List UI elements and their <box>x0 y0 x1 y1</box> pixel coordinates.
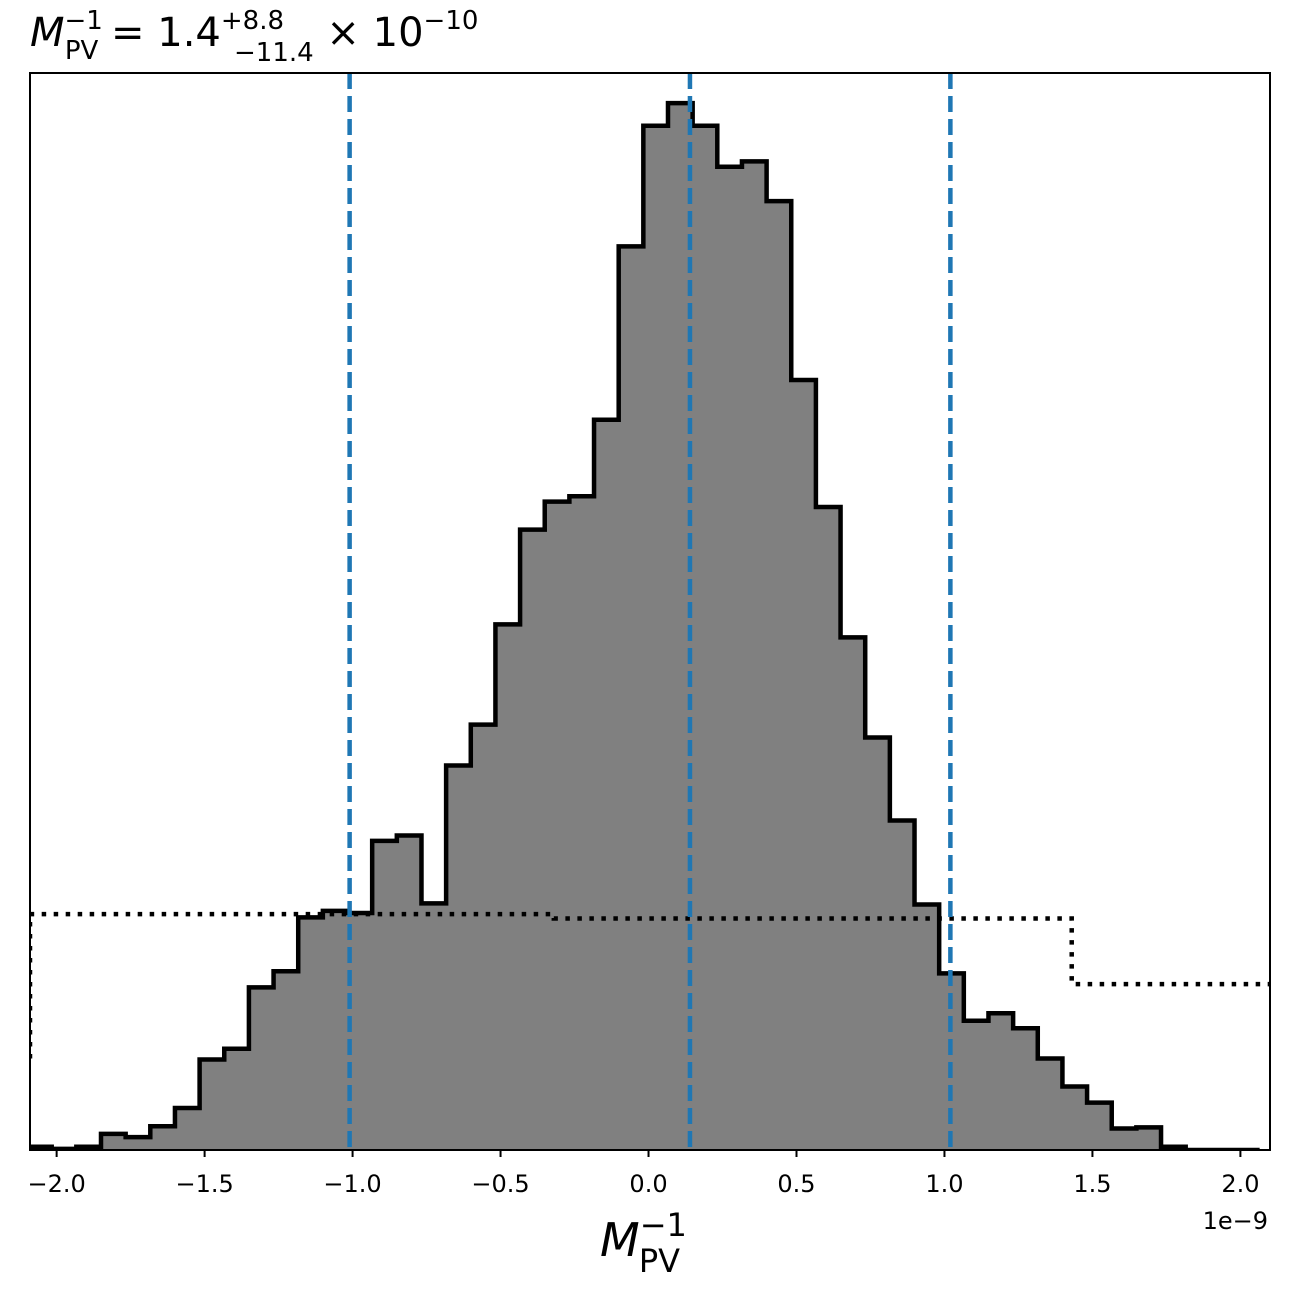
histogram-bar <box>1062 1086 1088 1150</box>
histogram-bar <box>569 496 595 1150</box>
histogram-bar <box>988 1013 1014 1150</box>
axis-offset-label: 1e−9 <box>1203 1207 1268 1235</box>
histogram-bar <box>544 501 570 1150</box>
histogram-bar <box>618 246 644 1150</box>
x-tick-label: −1.5 <box>175 1170 233 1198</box>
x-tick-label: 0.0 <box>629 1170 667 1198</box>
histogram-bar <box>273 971 299 1150</box>
histogram-bar <box>100 1133 127 1150</box>
histogram-bar <box>1136 1127 1162 1150</box>
x-axis-label: M−1 PV <box>600 1206 687 1280</box>
title-times: × 10 <box>314 10 424 56</box>
chart-title: M−1 PV = 1.4+8.8 −11.4 × 10−10 <box>30 6 478 68</box>
histogram-bar <box>520 529 546 1150</box>
x-tick-label: −0.5 <box>471 1170 529 1198</box>
title-subscript: PV <box>65 36 99 66</box>
histogram-bar <box>1013 1028 1039 1150</box>
histogram-bar <box>840 637 866 1150</box>
histogram-bar <box>1111 1128 1137 1150</box>
histogram-bar <box>174 1107 201 1150</box>
title-error-plus: +8.8 <box>221 6 284 36</box>
x-label-subscript: PV <box>639 1242 680 1280</box>
histogram-bar <box>865 737 891 1150</box>
x-axis: −2.0 −1.5 −1.0 −0.5 0.0 0.5 1.0 1.5 2.0 <box>27 1150 1259 1198</box>
x-tick-label: 1.5 <box>1073 1170 1111 1198</box>
histogram-bar <box>692 125 718 1150</box>
histogram-bar <box>125 1137 151 1150</box>
title-error-minus: −11.4 <box>234 38 314 68</box>
histogram-bar <box>495 624 521 1150</box>
x-tick-label: 2.0 <box>1221 1170 1259 1198</box>
histogram-bar <box>1037 1058 1064 1150</box>
plot-area <box>30 73 1270 1150</box>
x-tick-label: −2.0 <box>27 1170 85 1198</box>
histogram-bar <box>594 419 620 1150</box>
title-superscript: −1 <box>65 6 103 36</box>
histogram-bar <box>224 1048 250 1150</box>
histogram-bar <box>421 903 447 1150</box>
x-tick-label: −1.0 <box>323 1170 381 1198</box>
x-label-superscript: −1 <box>640 1206 687 1244</box>
title-equals: = 1.4 <box>98 10 221 56</box>
histogram-bar <box>446 765 472 1150</box>
axes-frame <box>29 72 1271 1151</box>
histogram-bar <box>963 1020 990 1150</box>
title-exponent: −10 <box>424 6 479 36</box>
svg-text:M−1PV = 1.4+8.8−11.4 × 10−10: M−1 PV = 1.4+8.8 −11.4 × 10−10 <box>30 6 478 68</box>
histogram-bar <box>741 161 768 1150</box>
histogram-bar <box>889 820 916 1150</box>
histogram-bar <box>199 1059 225 1150</box>
histogram-bar <box>643 125 669 1150</box>
histogram-bar <box>322 910 349 1150</box>
histogram-bar <box>372 840 398 1150</box>
prior-dotted-line <box>30 911 1270 1059</box>
histogram-bar <box>815 507 842 1150</box>
histogram-bar <box>396 835 423 1150</box>
histogram-bar <box>470 724 497 1150</box>
title-symbol: M <box>30 10 65 56</box>
histogram-bar <box>150 1126 176 1150</box>
x-tick-label: 1.0 <box>925 1170 963 1198</box>
histogram-bar <box>791 379 817 1150</box>
histogram-bar <box>766 201 792 1150</box>
histogram-bar <box>914 904 940 1150</box>
histogram-bar <box>1087 1102 1113 1150</box>
x-label-symbol: M <box>600 1213 640 1267</box>
histogram-outline <box>30 100 1260 1150</box>
histogram-bar <box>248 987 275 1150</box>
histogram-bar <box>298 917 324 1150</box>
histogram-bar <box>717 166 743 1150</box>
x-tick-label: 0.5 <box>777 1170 815 1198</box>
